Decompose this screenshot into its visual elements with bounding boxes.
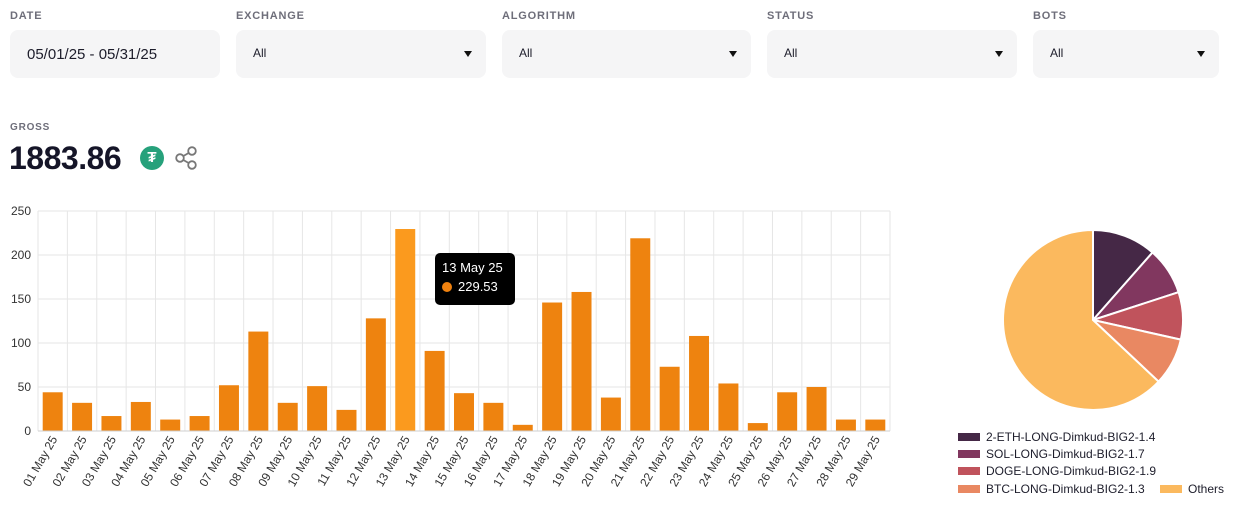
exchange-select-value: All [253, 46, 267, 60]
algorithm-select-value: All [519, 46, 533, 60]
filter-exchange-label: EXCHANGE [236, 10, 305, 22]
date-range-value: 05/01/25 - 05/31/25 [27, 46, 158, 63]
bar [307, 386, 328, 431]
bar [454, 393, 474, 431]
legend-item[interactable]: SOL-LONG-Dimkud-BIG2-1.7 [958, 447, 1145, 461]
legend-label: Others [1188, 482, 1225, 496]
bar [571, 291, 592, 431]
legend-label: DOGE-LONG-Dimkud-BIG2-1.9 [986, 464, 1157, 478]
status-select-value: All [784, 46, 798, 60]
bar [542, 302, 563, 431]
bar [395, 229, 416, 431]
legend-item[interactable]: BTC-LONG-Dimkud-BIG2-1.3 [958, 482, 1145, 496]
bar [659, 366, 680, 431]
series-dot-icon [442, 281, 452, 292]
legend-item[interactable]: 2-ETH-LONG-Dimkud-BIG2-1.4 [958, 430, 1155, 444]
bar [130, 401, 151, 431]
bar [600, 397, 621, 431]
bots-select[interactable]: All [1033, 30, 1219, 78]
filter-algorithm-label: ALGORITHM [502, 10, 576, 22]
bar [218, 385, 239, 431]
status-select[interactable]: All [767, 30, 1017, 78]
bots-pie-chart [1002, 228, 1184, 411]
legend-swatch [958, 484, 980, 493]
bar [336, 409, 357, 431]
y-tick-label: 100 [11, 336, 31, 350]
pie-slice[interactable] [1092, 228, 1154, 323]
legend-item[interactable]: Others [1160, 482, 1224, 496]
caret-down-icon [1197, 51, 1205, 57]
bar [72, 402, 93, 431]
caret-down-icon [995, 51, 1003, 57]
y-tick-label: 150 [11, 292, 31, 306]
bar [806, 387, 827, 431]
bar [689, 335, 710, 431]
chart-tooltip: 13 May 25 229.53 [435, 253, 515, 305]
legend-swatch [958, 432, 980, 441]
bar [630, 238, 651, 431]
bar [101, 416, 122, 431]
legend-label: 2-ETH-LONG-Dimkud-BIG2-1.4 [986, 430, 1156, 444]
y-tick-label: 200 [11, 248, 31, 262]
bar [160, 419, 181, 431]
legend-swatch [958, 466, 980, 475]
bar [42, 392, 63, 431]
gross-label: GROSS [10, 122, 51, 133]
filter-status-label: STATUS [767, 10, 815, 22]
share-icon[interactable] [173, 145, 199, 171]
bar [835, 419, 856, 431]
tooltip-value-row: 229.53 [442, 279, 515, 294]
algorithm-select[interactable]: All [502, 30, 751, 78]
caret-down-icon [729, 51, 737, 57]
bar [747, 423, 768, 431]
bar [424, 350, 445, 431]
bar [718, 383, 739, 431]
tether-icon: ₮ [140, 146, 164, 170]
bar [248, 331, 269, 431]
exchange-select[interactable]: All [236, 30, 486, 78]
legend-swatch [958, 449, 980, 458]
bar [483, 402, 504, 431]
tooltip-date: 13 May 25 [442, 260, 503, 275]
bar [277, 402, 298, 431]
y-tick-label: 250 [11, 204, 31, 218]
bar [365, 318, 386, 431]
filter-bots-label: BOTS [1033, 10, 1067, 22]
legend-label: SOL-LONG-Dimkud-BIG2-1.7 [986, 447, 1145, 461]
bar [777, 392, 798, 431]
bar [512, 424, 533, 431]
legend-item[interactable]: DOGE-LONG-Dimkud-BIG2-1.9 [958, 464, 1156, 478]
y-tick-label: 50 [18, 380, 32, 394]
bar [865, 419, 886, 431]
legend-swatch [1160, 484, 1182, 493]
pie-legend: 2-ETH-LONG-Dimkud-BIG2-1.4 SOL-LONG-Dimk… [958, 430, 1234, 510]
y-tick-label: 0 [24, 424, 31, 438]
pie-slice[interactable] [1002, 228, 1161, 411]
legend-label: BTC-LONG-Dimkud-BIG2-1.3 [986, 482, 1145, 496]
bar [189, 416, 210, 431]
gross-value: 1883.86 [9, 140, 122, 176]
bots-select-value: All [1050, 46, 1064, 60]
caret-down-icon [464, 51, 472, 57]
tooltip-value: 229.53 [458, 279, 498, 294]
filter-date-label: DATE [10, 10, 43, 22]
date-range-picker[interactable]: 05/01/25 - 05/31/25 [10, 30, 220, 78]
